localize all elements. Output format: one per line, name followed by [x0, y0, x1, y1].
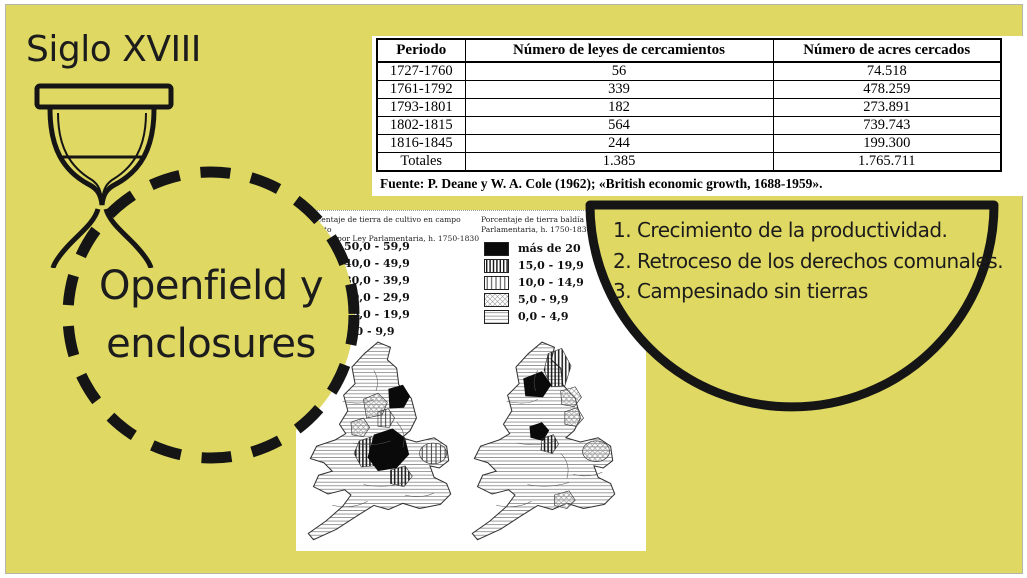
legend-label: 30,0 - 39,9 — [344, 274, 410, 287]
england-map-openfield-icon — [307, 341, 452, 541]
legend-label: 10,0 - 19,9 — [344, 308, 410, 321]
cell-acres: 478.259 — [772, 80, 1002, 99]
cell-periodo: 1816-1845 — [376, 134, 466, 153]
cell-leyes: 339 — [464, 80, 774, 99]
cell-leyes: 56 — [464, 61, 774, 81]
legend-swatch-hlines-icon — [484, 309, 509, 324]
legend-swatch-solid-icon — [484, 241, 509, 256]
right-map-legend-title: Porcentaje de tierra baldía cercada Parl… — [481, 215, 631, 234]
consequence-item-3: 3. Campesinado sin tierras — [613, 279, 868, 303]
right-map-title-line1: Porcentaje de tierra baldía cercada — [481, 215, 618, 224]
cell-acres: 273.891 — [772, 98, 1002, 117]
legend-label: más de 20 — [518, 242, 581, 255]
cell-acres: 1.765.711 — [772, 152, 1002, 172]
cell-acres: 74.518 — [772, 61, 1002, 81]
cell-periodo: 1727-1760 — [376, 61, 466, 81]
cell-periodo: 1802-1815 — [376, 116, 466, 135]
right-map-legend: más de 20 15,0 - 19,9 10,0 - 14,9 5,0 - … — [484, 240, 584, 325]
legend-row: más de 20 — [484, 240, 584, 257]
consequences-list: 1. Crecimiento de la productividad. 2. R… — [613, 215, 1004, 307]
cell-periodo: 1793-1801 — [376, 98, 466, 117]
semicircle-panel — [585, 200, 999, 412]
table-source-citation: Fuente: P. Deane y W. A. Cole (1962); «B… — [380, 176, 823, 191]
legend-label: 15,0 - 19,9 — [518, 259, 584, 272]
enclosures-table-panel: Periodo Número de leyes de cercamientos … — [372, 36, 1027, 196]
table-row: 1802-1815 564 739.743 — [376, 116, 1002, 135]
table-row: 1727-1760 56 74.518 — [376, 61, 1002, 81]
legend-swatch-vlines-icon — [484, 275, 509, 290]
consequence-item-2: 2. Retroceso de los derechos comunales. — [613, 248, 1004, 273]
right-map-title-line2: Parlamentaria, h. 1750-1830 — [481, 224, 592, 234]
col-header-periodo: Periodo — [376, 38, 466, 63]
hourglass-icon — [34, 83, 174, 268]
col-header-leyes: Número de leyes de cercamientos — [464, 38, 774, 63]
dashed-circle — [62, 166, 360, 464]
legend-row: 0,0 - 4,9 — [484, 308, 584, 325]
legend-label: 10,0 - 14,9 — [518, 276, 584, 289]
legend-label: 20,0 - 29,9 — [344, 291, 410, 304]
consequence-item-1: 1. Crecimiento de la productividad. — [613, 218, 948, 242]
cell-leyes: 244 — [464, 134, 774, 153]
cell-leyes: 1.385 — [464, 152, 774, 172]
table-row: 1761-1792 339 478.259 — [376, 80, 1002, 99]
cell-acres: 739.743 — [772, 116, 1002, 135]
legend-label: 5,0 - 9,9 — [518, 293, 569, 306]
legend-row: 10,0 - 14,9 — [484, 274, 584, 291]
legend-label: 50,0 - 59,9 — [344, 240, 410, 253]
col-header-acres: Número de acres cercados — [772, 38, 1002, 63]
legend-label: 0,0 - 4,9 — [518, 310, 569, 323]
cell-periodo: 1761-1792 — [376, 80, 466, 99]
circle-title: Openfield y enclosures — [56, 160, 366, 470]
left-map-title-line2: cercada por Ley Parlamentaria, h. 1750-1… — [304, 234, 480, 243]
table-row: 1816-1845 244 199.300 — [376, 134, 1002, 153]
slide-canvas: Periodo Número de leyes de cercamientos … — [5, 4, 1027, 574]
cell-periodo: Totales — [376, 152, 466, 172]
legend-swatch-vlines-dense-icon — [484, 258, 509, 273]
circle-title-line2: enclosures — [106, 321, 316, 367]
table-header-row: Periodo Número de leyes de cercamientos … — [376, 38, 1002, 63]
circle-title-line1: Openfield y — [98, 263, 324, 309]
cell-leyes: 182 — [464, 98, 774, 117]
cell-acres: 199.300 — [772, 134, 1002, 153]
cell-leyes: 564 — [464, 116, 774, 135]
table-row: 1793-1801 182 273.891 — [376, 98, 1002, 117]
slide-title: Siglo XVIII — [26, 29, 201, 70]
enclosures-table: Periodo Número de leyes de cercamientos … — [376, 38, 1002, 172]
table-totals-row: Totales 1.385 1.765.711 — [376, 152, 1002, 172]
legend-swatch-cross-icon — [484, 292, 509, 307]
england-map-wasteland-icon — [471, 341, 616, 541]
legend-label: 40,0 - 49,9 — [344, 257, 410, 270]
legend-row: 15,0 - 19,9 — [484, 257, 584, 274]
legend-row: 5,0 - 9,9 — [484, 291, 584, 308]
